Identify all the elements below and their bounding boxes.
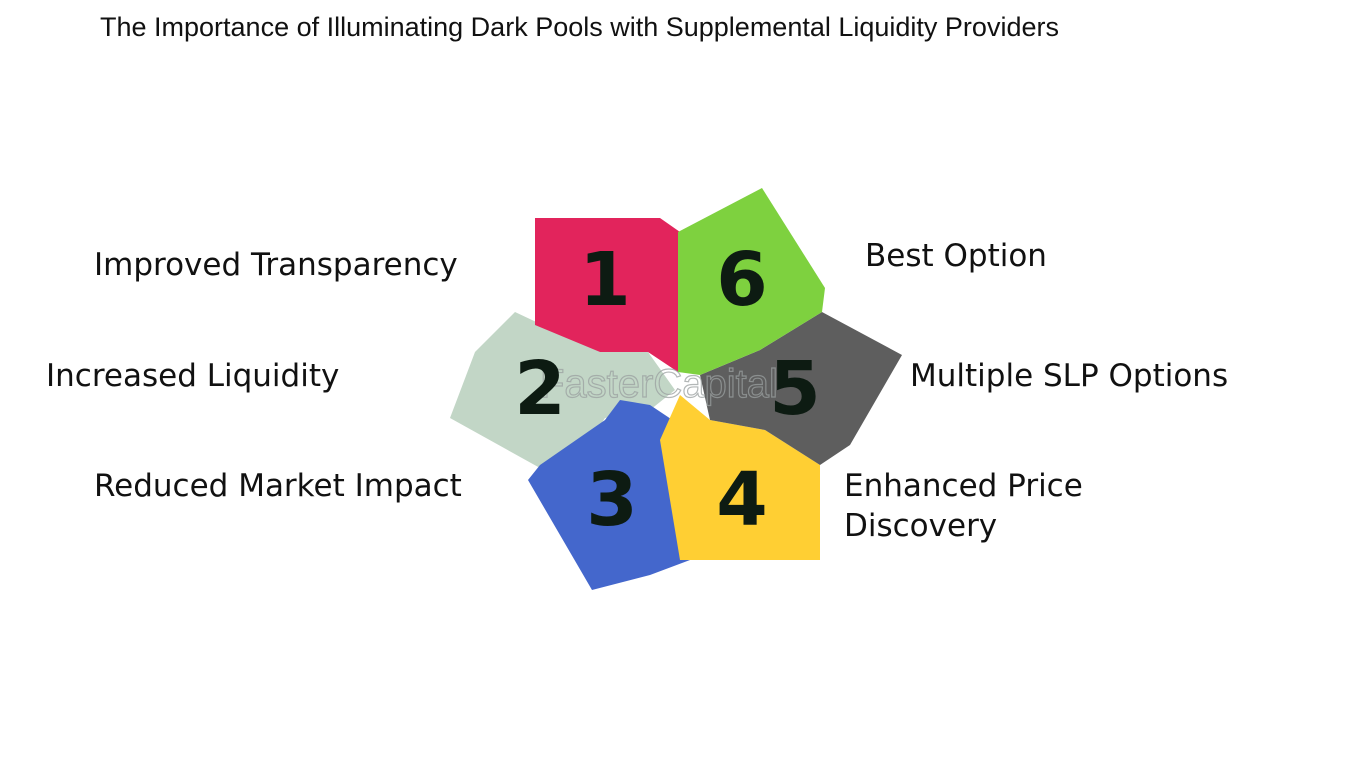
petal-2 — [450, 312, 675, 468]
petal-1-number: 1 — [579, 237, 631, 323]
petal-4-shape — [660, 395, 820, 560]
petal-3 — [528, 400, 690, 590]
petal-4-number: 4 — [716, 457, 768, 543]
label-improved-transparency: Improved Transparency — [94, 247, 458, 283]
label-enhanced-price-line1: Enhanced Price — [844, 468, 1083, 504]
petal-1 — [535, 218, 680, 372]
label-enhanced-price-line2: Discovery — [844, 508, 998, 544]
petal-5-number: 5 — [769, 346, 821, 432]
label-multiple-slp-options: Multiple SLP Options — [910, 358, 1229, 394]
petal-2-shape — [450, 312, 675, 468]
page-title: The Importance of Illuminating Dark Pool… — [100, 12, 1059, 42]
petal-4 — [660, 395, 820, 560]
petal-6-number: 6 — [716, 237, 768, 323]
label-enhanced-price-discovery: Enhanced Price Discovery — [844, 466, 1083, 546]
petal-2-number: 2 — [514, 346, 566, 432]
petal-3-number: 3 — [586, 457, 638, 543]
petal-5-shape — [700, 312, 902, 465]
watermark: FasterCapital — [540, 362, 778, 406]
petal-1-shape — [535, 218, 680, 372]
petal-6-shape — [678, 188, 825, 375]
petal-6 — [678, 188, 825, 375]
petal-3-shape — [528, 400, 690, 590]
label-increased-liquidity: Increased Liquidity — [46, 358, 340, 394]
petal-5 — [700, 312, 902, 465]
label-reduced-market-impact: Reduced Market Impact — [94, 468, 462, 504]
label-best-option: Best Option — [865, 238, 1047, 274]
